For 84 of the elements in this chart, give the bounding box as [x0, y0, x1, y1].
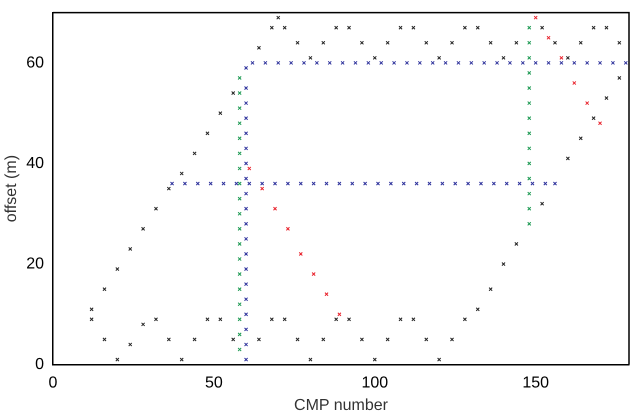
point [238, 212, 242, 216]
point [244, 161, 248, 166]
point [337, 182, 342, 186]
point [534, 16, 538, 20]
x-tick-label: 100 [361, 374, 388, 392]
point [427, 182, 432, 186]
point [404, 60, 410, 65]
point [478, 182, 484, 186]
x-axis-title: CMP number [294, 396, 389, 414]
point [527, 222, 532, 226]
point [182, 182, 187, 186]
point [527, 40, 532, 45]
x-tick-label: 0 [48, 374, 58, 392]
point [430, 60, 435, 65]
point [238, 287, 242, 292]
x-tick-label: 150 [522, 374, 550, 392]
point [238, 166, 242, 171]
point [244, 101, 248, 106]
point [238, 136, 242, 140]
point [520, 60, 525, 65]
point [624, 60, 628, 65]
point [170, 182, 174, 186]
point [244, 192, 248, 196]
point [376, 182, 380, 186]
point [379, 60, 384, 65]
point [324, 182, 329, 186]
point [469, 60, 474, 65]
point [527, 26, 532, 30]
point [527, 116, 532, 120]
point [466, 182, 470, 186]
point [527, 56, 532, 60]
point [244, 146, 248, 150]
point [337, 312, 342, 316]
point [244, 358, 248, 362]
point [527, 206, 532, 211]
point [414, 182, 419, 186]
point [238, 182, 242, 186]
y-tick-label: 40 [26, 154, 44, 172]
point [552, 182, 558, 186]
point [238, 272, 242, 276]
point [272, 182, 278, 186]
point [238, 76, 242, 80]
point [444, 60, 448, 65]
point [598, 60, 602, 65]
point [244, 66, 248, 70]
point [238, 347, 242, 352]
point [302, 60, 306, 65]
point [495, 60, 500, 65]
point [572, 60, 576, 65]
y-tick-label: 20 [26, 255, 44, 272]
point [221, 182, 226, 186]
x-tick-label: 50 [204, 374, 223, 392]
point [238, 226, 242, 231]
point [244, 252, 248, 256]
point [250, 60, 255, 65]
point [238, 121, 242, 126]
point [518, 182, 522, 186]
point [244, 327, 248, 332]
point [388, 182, 393, 186]
point [546, 60, 551, 65]
point [244, 267, 248, 272]
point [244, 236, 248, 241]
point [238, 256, 242, 262]
point [234, 182, 238, 186]
point [286, 182, 290, 186]
y-tick-label: 60 [26, 54, 44, 72]
point [244, 176, 248, 181]
point [508, 60, 512, 65]
point [244, 282, 248, 286]
point [238, 91, 242, 96]
point [238, 317, 242, 322]
point [353, 60, 358, 65]
point [530, 182, 535, 186]
point [363, 182, 368, 186]
y-axis-title: offset (m) [3, 154, 20, 222]
point [244, 342, 248, 347]
point [527, 131, 532, 136]
point [456, 60, 461, 65]
point [238, 332, 242, 336]
point [559, 60, 564, 65]
y-tick-label: 0 [35, 356, 44, 374]
point [482, 60, 486, 65]
point [244, 86, 248, 90]
point [440, 182, 444, 186]
